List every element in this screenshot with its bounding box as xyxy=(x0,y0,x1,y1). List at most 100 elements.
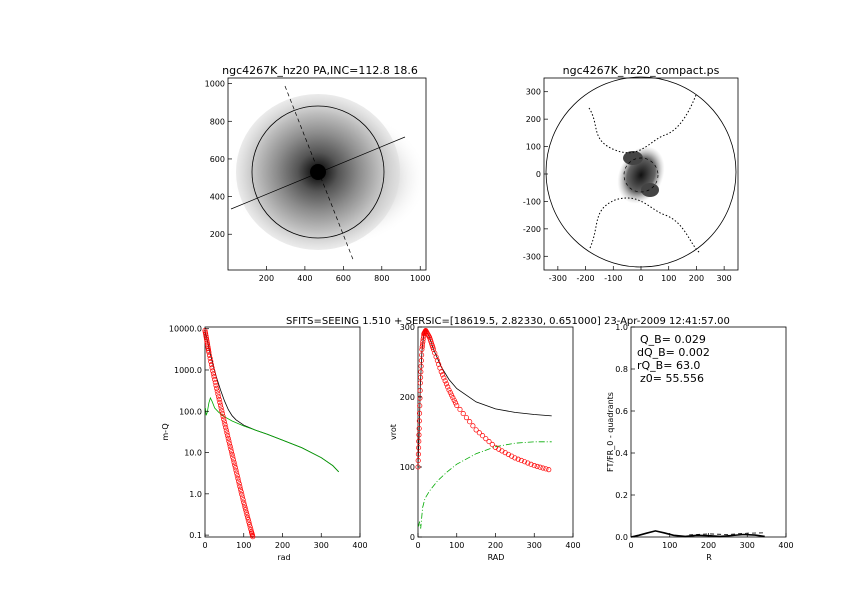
y-tick-label: 0.8 xyxy=(615,365,628,374)
series-marker xyxy=(417,388,423,394)
series-marker xyxy=(232,462,238,468)
series-marker xyxy=(211,374,217,380)
series-marker xyxy=(457,406,463,413)
series-marker xyxy=(489,441,495,448)
y-tick-label: 0.6 xyxy=(615,407,628,416)
y-tick-label: 800 xyxy=(210,117,225,126)
plot-frame xyxy=(227,77,427,271)
galaxy-nucleus xyxy=(310,164,326,180)
y-tick-label: 0 xyxy=(410,533,415,542)
series-marker xyxy=(240,497,246,503)
series-marker xyxy=(206,349,212,355)
y-tick-label: 200 xyxy=(210,230,225,239)
series-marker xyxy=(219,408,225,414)
y-tick-label: 400 xyxy=(210,193,225,202)
series-marker xyxy=(235,475,241,482)
series-marker xyxy=(226,441,233,447)
series-marker xyxy=(217,402,224,408)
annotation-z0: z0= 55.556 xyxy=(640,372,704,385)
y-tick-label: -300 xyxy=(523,252,541,261)
series-marker xyxy=(203,333,209,339)
y-tick-label: 1000.0 xyxy=(174,366,202,375)
series-marker xyxy=(248,526,254,532)
series-marker xyxy=(415,451,421,457)
y-tick-label: 0.2 xyxy=(615,491,628,500)
x-tick-label: 200 xyxy=(259,274,274,283)
series-line xyxy=(630,530,765,538)
x-tick-label: -100 xyxy=(604,274,622,283)
plot-frame xyxy=(204,326,361,538)
x-axis-label: RAD xyxy=(488,553,505,562)
axes: 0 100 200 300 400 0 100 200 300 xyxy=(400,323,581,550)
y-axis-label: m-Q xyxy=(161,423,170,440)
series-marker xyxy=(250,534,256,540)
series-marker xyxy=(443,381,449,387)
series-marker xyxy=(239,491,245,498)
series-marker xyxy=(419,341,426,347)
series-marker xyxy=(451,397,457,403)
series-marker xyxy=(226,438,232,444)
y-tick-label: 0.1 xyxy=(189,531,202,540)
y-tick-label: 1.0 xyxy=(615,323,628,332)
series-marker xyxy=(418,374,424,380)
annotation-rq-b: rQ_B= 63.0 xyxy=(637,359,700,372)
series-marker xyxy=(473,427,479,433)
series-line xyxy=(417,328,552,468)
series-marker xyxy=(540,465,546,471)
series-marker xyxy=(419,352,425,358)
x-tick-label: 100 xyxy=(662,541,677,550)
series-marker xyxy=(241,502,247,508)
series-marker xyxy=(454,402,460,408)
x-axis-label: R xyxy=(706,553,712,562)
annotation-dq-b: dQ_B= 0.002 xyxy=(637,346,710,359)
series-marker xyxy=(239,494,246,500)
x-tick-label: 0 xyxy=(202,541,207,550)
series-marker xyxy=(446,387,452,393)
panel-compact-image: ngc4267K_hz20_compact.ps -300 -200 -100 0 10… xyxy=(523,64,739,283)
series-marker xyxy=(221,416,227,422)
series-marker xyxy=(417,395,423,401)
series-marker xyxy=(438,369,444,375)
series-marker xyxy=(450,395,456,401)
series-marker xyxy=(223,424,229,431)
minor-axis-dashed-line xyxy=(284,85,355,263)
series-marker xyxy=(419,346,425,352)
series-marker xyxy=(543,466,549,472)
series-marker xyxy=(417,380,423,386)
series-marker xyxy=(246,519,252,525)
series-line xyxy=(204,330,339,473)
y-tick-label: 600 xyxy=(210,155,225,164)
series-marker xyxy=(247,522,253,528)
figure-header: SFITS=SEEING 1.510 + SERSIC=[18619.5, 2.… xyxy=(286,316,730,327)
spiral-arm-dotted-1 xyxy=(588,94,697,154)
series-marker xyxy=(447,390,453,396)
series-marker xyxy=(220,413,226,419)
series-marker xyxy=(243,507,249,513)
series-marker xyxy=(537,464,543,470)
series-marker xyxy=(205,342,211,348)
series-marker xyxy=(213,382,219,388)
series-marker xyxy=(416,410,423,416)
x-tick-label: 0 xyxy=(415,541,420,550)
series-marker xyxy=(522,459,528,465)
y-tick-label: 10000.0 xyxy=(169,325,202,334)
y-tick-label: 1.0 xyxy=(189,490,202,499)
series-marker xyxy=(233,467,239,473)
axes: 0 100 200 300 400 0.0 0.2 0.4 0.6 0.8 1.0 xyxy=(615,323,793,550)
plot-frame xyxy=(417,326,574,538)
x-tick-label: -300 xyxy=(549,274,567,283)
x-tick-label: 100 xyxy=(236,541,251,550)
series-marker xyxy=(418,358,424,364)
fit-ellipse xyxy=(251,105,385,239)
x-tick-label: 400 xyxy=(352,541,367,550)
series-marker xyxy=(452,400,459,406)
series-marker xyxy=(229,451,235,457)
series-marker xyxy=(441,375,447,381)
bar-lobe-upper xyxy=(623,151,643,165)
series-marker xyxy=(225,435,231,441)
series-group xyxy=(415,327,552,529)
x-tick-label: 200 xyxy=(689,274,704,283)
bar-structure xyxy=(617,146,665,204)
series-marker xyxy=(232,465,238,471)
